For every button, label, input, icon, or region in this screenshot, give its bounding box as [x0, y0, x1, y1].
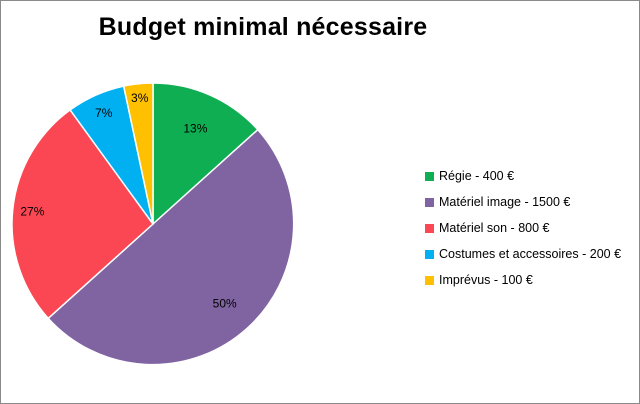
- legend-label-materiel-son: Matériel son - 800 €: [439, 221, 550, 235]
- pie-slice-imprevus: [122, 82, 154, 225]
- legend-swatch-materiel-son: [425, 223, 434, 233]
- pie-chart: 13% 50% 27% 7% 3%: [11, 82, 295, 366]
- legend-swatch-materiel-image: [425, 197, 434, 207]
- pie-slice-materiel-image: [47, 128, 295, 366]
- pie-slice-regie: [152, 82, 259, 226]
- pie-label-materiel-son: 27%: [20, 204, 44, 218]
- legend-item-costumes: Costumes et accessoires - 200 €: [425, 241, 621, 267]
- pie-label-materiel-image: 50%: [213, 297, 237, 311]
- legend-swatch-costumes: [425, 249, 434, 259]
- legend-label-regie: Régie - 400 €: [439, 169, 515, 183]
- pie-slice-materiel-son: [11, 108, 155, 320]
- legend-label-imprevus: Imprévus - 100 €: [439, 273, 533, 287]
- chart-legend: Régie - 400 € Matériel image - 1500 € Ma…: [425, 163, 621, 293]
- pie-label-costumes: 7%: [95, 106, 113, 120]
- legend-item-materiel-image: Matériel image - 1500 €: [425, 189, 621, 215]
- pie-label-imprevus: 3%: [131, 91, 149, 105]
- legend-swatch-regie: [425, 171, 434, 181]
- legend-item-regie: Régie - 400 €: [425, 163, 621, 189]
- chart-title: Budget minimal nécessaire: [98, 13, 428, 41]
- pie-label-regie: 13%: [183, 122, 207, 136]
- legend-label-materiel-image: Matériel image - 1500 €: [439, 195, 571, 209]
- legend-item-imprevus: Imprévus - 100 €: [425, 267, 621, 293]
- legend-label-costumes: Costumes et accessoires - 200 €: [439, 247, 622, 261]
- legend-item-materiel-son: Matériel son - 800 €: [425, 215, 621, 241]
- legend-swatch-imprevus: [425, 275, 434, 285]
